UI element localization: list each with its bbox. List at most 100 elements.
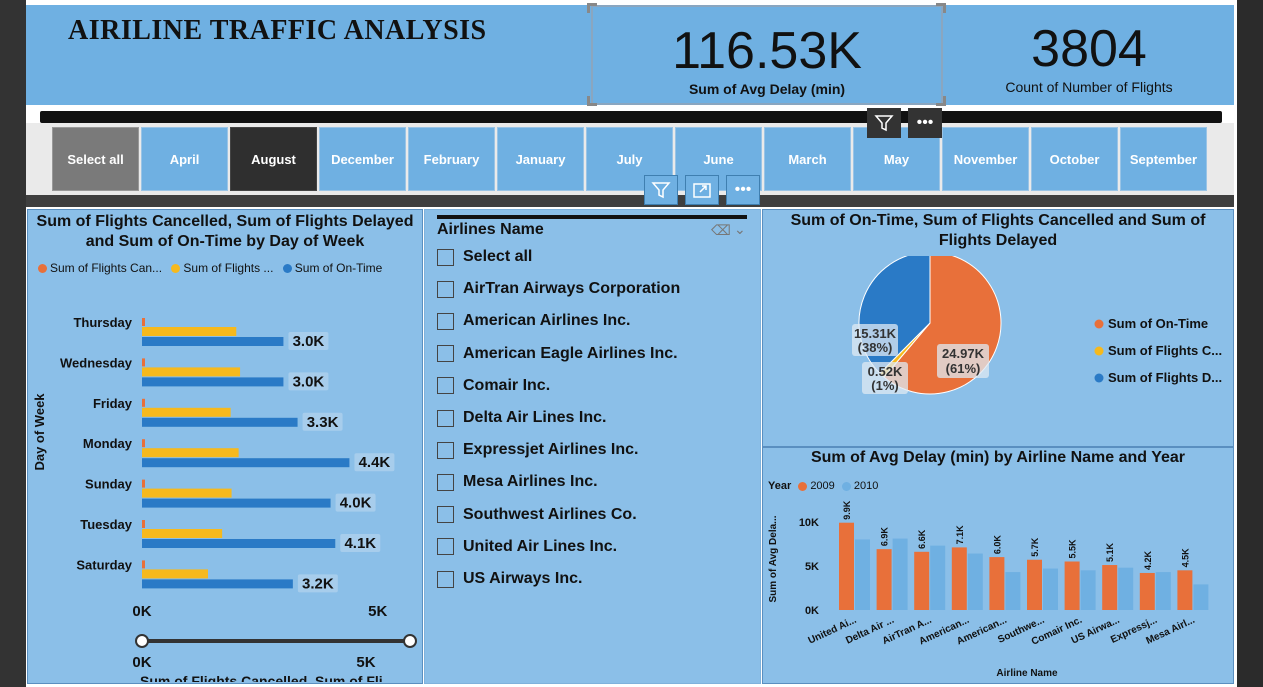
bar-2009	[876, 549, 892, 610]
legend-marker	[1094, 346, 1104, 356]
category-label: Saturday	[76, 557, 132, 572]
airline-option-label: American Airlines Inc.	[463, 312, 631, 330]
resize-handle[interactable]	[936, 96, 946, 106]
checkbox[interactable]	[437, 570, 454, 588]
airline-option[interactable]: Southwest Airlines Co.	[437, 506, 637, 524]
more-options-icon[interactable]: •••	[908, 108, 942, 138]
airline-option[interactable]: Delta Air Lines Inc.	[437, 409, 606, 427]
data-label-bg	[335, 493, 376, 512]
checkbox[interactable]	[437, 506, 454, 524]
checkbox[interactable]	[437, 538, 454, 556]
airline-option-label: Expressjet Airlines Inc.	[463, 441, 639, 459]
data-label: 9.9K	[842, 500, 852, 520]
airline-option-label: Delta Air Lines Inc.	[463, 409, 607, 426]
kpi-card-flights-count[interactable]: 3804 Count of Number of Flights	[943, 5, 1235, 105]
bar-2010	[1080, 570, 1096, 610]
resize-handle[interactable]	[587, 3, 597, 13]
data-label-bg	[340, 534, 381, 552]
month-option-march[interactable]: March	[764, 127, 851, 191]
month-option-september[interactable]: September	[1120, 127, 1207, 191]
resize-handle[interactable]	[936, 3, 946, 13]
month-option-january[interactable]: January	[497, 127, 584, 191]
header-panel: AIRILINE TRAFFIC ANALYSIS	[26, 5, 1234, 105]
status-pie-chart[interactable]: Sum of On-Time, Sum of Flights Cancelled…	[762, 209, 1234, 447]
eraser-icon[interactable]: ⌫	[711, 222, 731, 238]
bar-2010	[1193, 584, 1209, 610]
data-label: 3.2K	[302, 575, 334, 592]
data-label: (61%)	[946, 361, 981, 376]
report-canvas: AIRILINE TRAFFIC ANALYSIS 116.53K Sum of…	[26, 0, 1237, 687]
range-slider-handle[interactable]	[403, 634, 417, 648]
pie-chart-plot: 24.97K(61%) 15.31K(38%) 0.52K(1%) Sum of On…	[852, 256, 1222, 395]
checkbox[interactable]	[437, 377, 454, 395]
bar-2010	[1155, 572, 1171, 610]
more-options-icon[interactable]: •••	[726, 175, 760, 205]
slider-label: 5K	[356, 654, 375, 671]
month-option-april[interactable]: April	[141, 127, 228, 191]
airline-option[interactable]: Mesa Airlines Inc.	[437, 473, 598, 491]
airline-option[interactable]: US Airways Inc.	[437, 570, 582, 588]
data-label: 7.1K	[955, 525, 965, 545]
range-slider-handle[interactable]	[135, 634, 149, 648]
data-label-bg	[354, 453, 395, 472]
bar-2009	[1027, 559, 1042, 610]
airline-option[interactable]: American Eagle Airlines Inc.	[437, 345, 678, 363]
avg-delay-column-chart[interactable]: Sum of Avg Delay (min) by Airline Name a…	[762, 447, 1234, 684]
resize-handle[interactable]	[587, 96, 597, 106]
filter-icon[interactable]	[867, 108, 901, 138]
data-label: (1%)	[871, 378, 898, 393]
chevron-down-icon[interactable]: ⌄	[734, 221, 746, 237]
airline-option[interactable]: American Airlines Inc.	[437, 312, 630, 330]
day-of-week-chart[interactable]: Sum of Flights Cancelled, Sum of Flights…	[27, 209, 423, 684]
x-tick-label: 0K	[132, 603, 151, 620]
y-axis-label: Sum of Avg Dela...	[768, 515, 779, 602]
airline-option[interactable]: Comair Inc.	[437, 377, 550, 395]
airline-option[interactable]: AirTran Airways Corporation	[437, 280, 680, 298]
page-title: AIRILINE TRAFFIC ANALYSIS	[68, 15, 487, 46]
checkbox[interactable]	[437, 473, 454, 491]
legend-marker	[38, 264, 47, 274]
data-label: 6.6K	[917, 529, 927, 549]
month-option-december[interactable]: December	[319, 127, 406, 191]
kpi-label: Count of Number of Flights	[1005, 79, 1173, 95]
data-label-bg	[302, 412, 343, 431]
month-option-october[interactable]: October	[1031, 127, 1118, 191]
airline-option-label: Comair Inc.	[463, 376, 551, 394]
checkbox[interactable]	[437, 345, 454, 363]
data-label: 15.31K	[854, 326, 897, 341]
month-option-select-all[interactable]: Select all	[52, 127, 139, 191]
section-divider	[26, 195, 1234, 207]
legend-item: Sum of Flights Can...	[50, 261, 163, 275]
legend-item: Sum of Flights C...	[1108, 343, 1222, 358]
x-axis-label: Airline Name	[996, 668, 1058, 679]
airline-option-label: Southwest Airlines Co.	[463, 505, 637, 523]
filter-icon[interactable]	[644, 175, 678, 205]
month-option-august[interactable]: August	[230, 127, 317, 191]
legend-marker	[798, 481, 808, 491]
bar-2010	[892, 538, 908, 610]
slider-label: 0K	[132, 654, 151, 671]
month-option-february[interactable]: February	[408, 127, 495, 191]
bar-2010	[855, 539, 870, 610]
bar-cancelled	[142, 439, 145, 448]
x-axis-label: Sum of Flights Cancelled, Sum of Fli...	[140, 673, 394, 682]
month-option-november[interactable]: November	[942, 127, 1029, 191]
checkbox[interactable]	[437, 248, 454, 266]
airline-option[interactable]: Expressjet Airlines Inc.	[437, 441, 638, 459]
bar-ontime	[142, 579, 293, 589]
checkbox[interactable]	[437, 312, 454, 330]
airline-option[interactable]: Select all	[437, 248, 532, 266]
bar-delayed	[142, 488, 232, 498]
checkbox[interactable]	[437, 280, 454, 298]
kpi-card-avg-delay[interactable]: 116.53K Sum of Avg Delay (min)	[591, 5, 943, 105]
airline-option[interactable]: United Air Lines Inc.	[437, 538, 617, 556]
bar-2010	[1043, 568, 1058, 610]
category-label: Thursday	[73, 315, 132, 330]
focus-mode-icon[interactable]	[685, 175, 719, 205]
data-label: 24.97K	[942, 346, 985, 361]
bar-delayed	[142, 448, 239, 458]
checkbox[interactable]	[437, 441, 454, 459]
checkbox[interactable]	[437, 409, 454, 427]
legend-title: Year	[768, 480, 792, 492]
